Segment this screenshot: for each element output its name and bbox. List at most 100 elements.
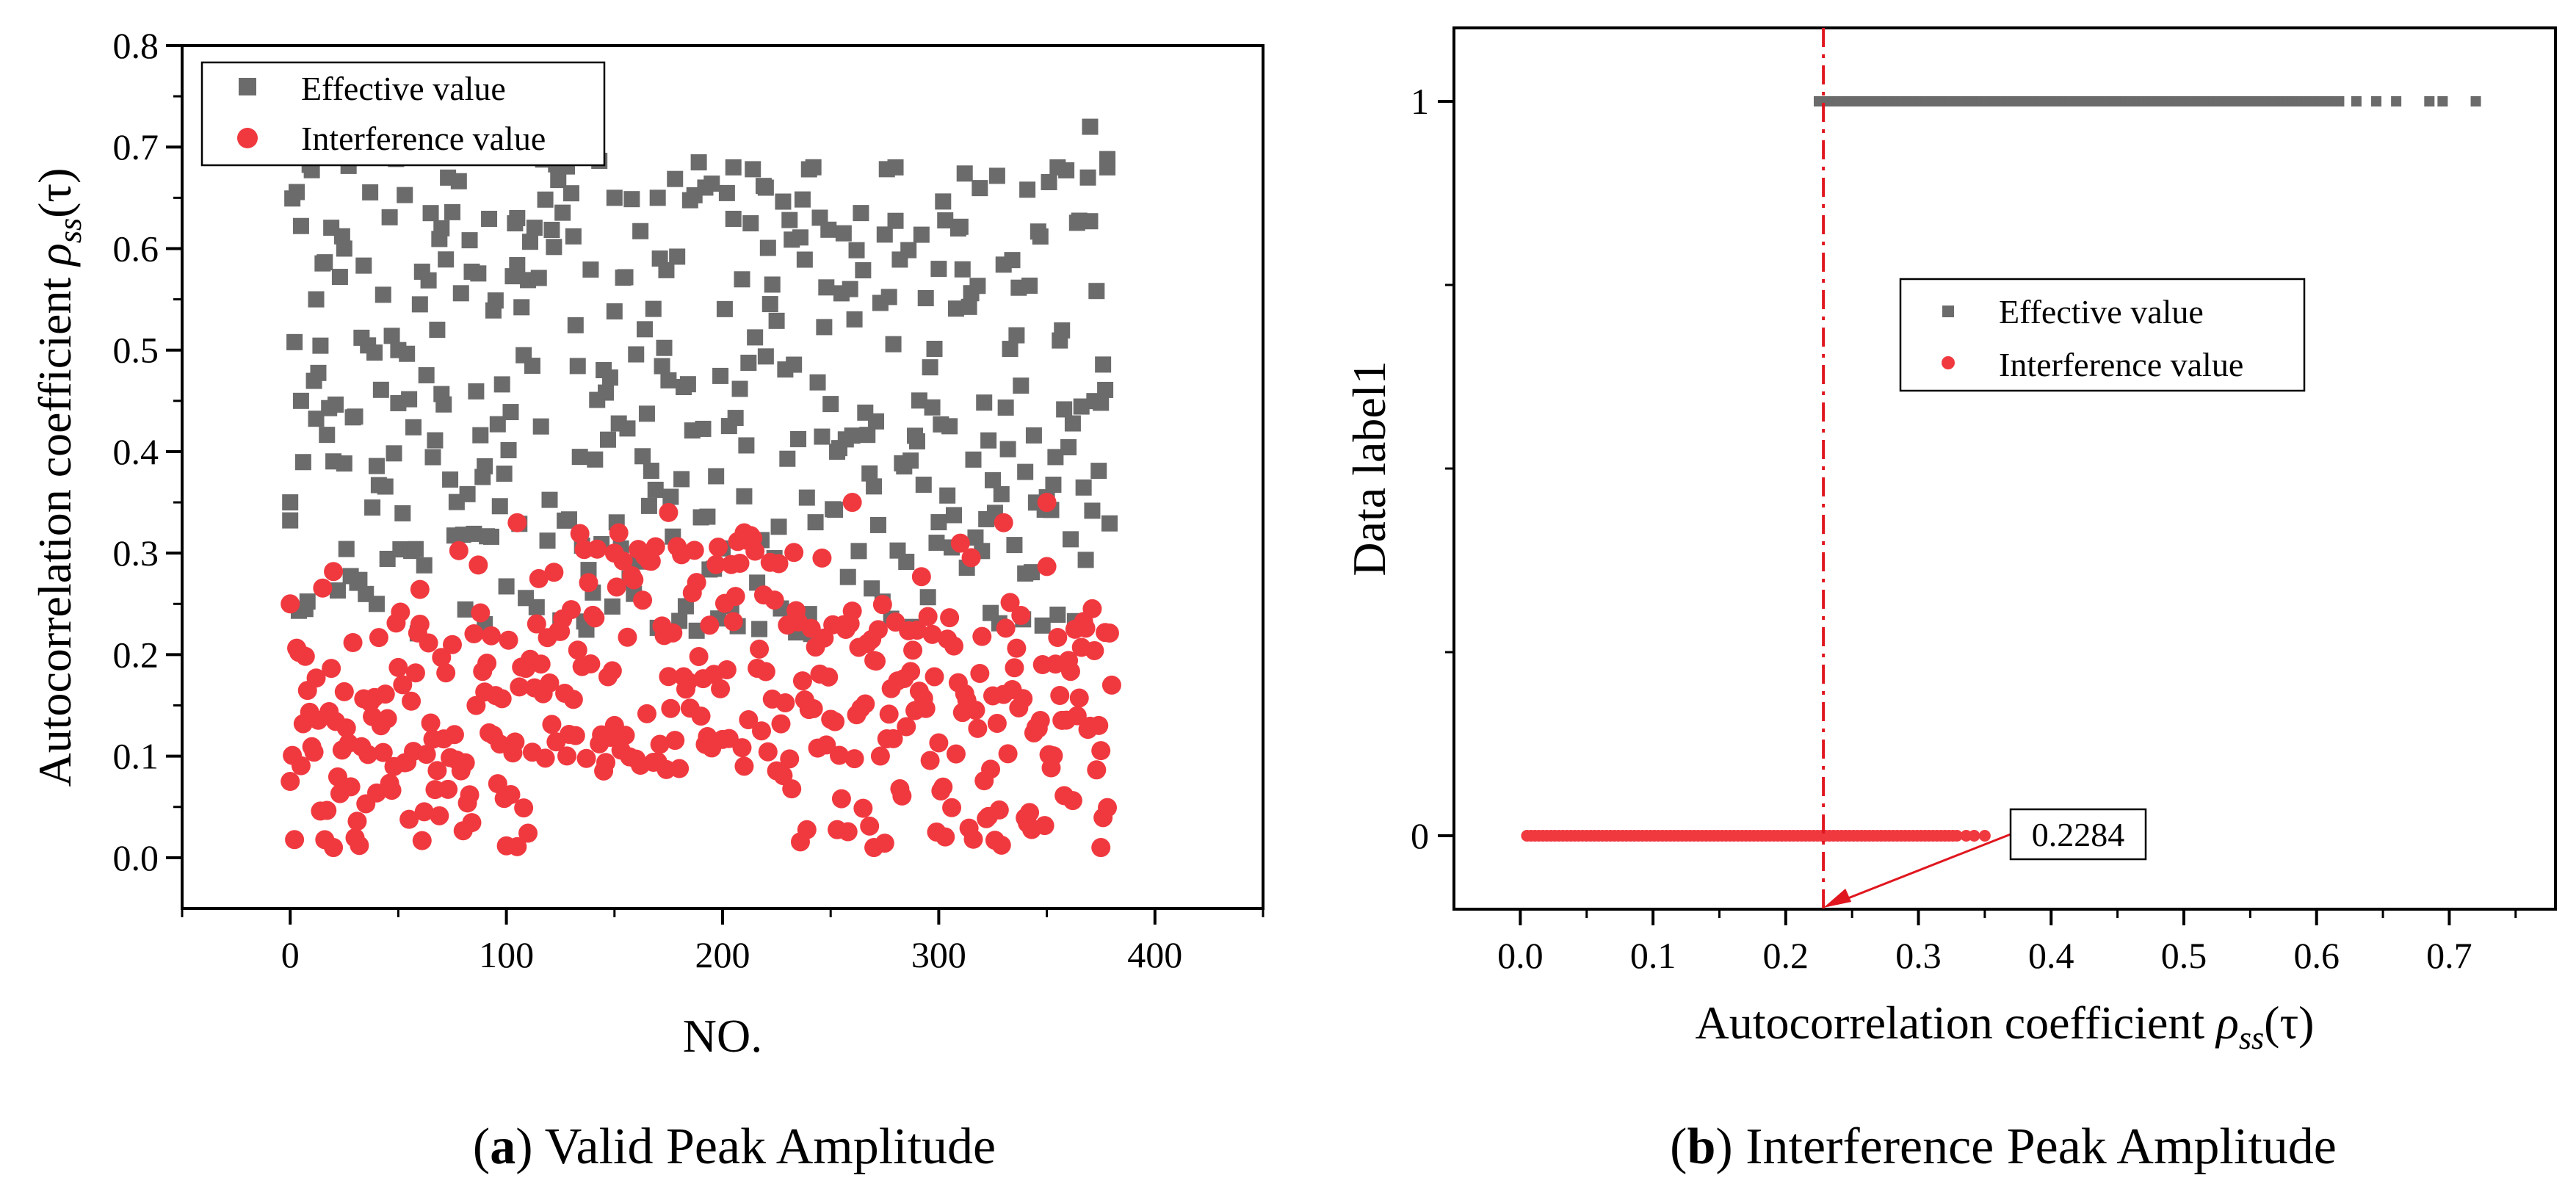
- a-effective-point: [988, 167, 1005, 184]
- a-effective-point: [427, 432, 444, 449]
- b-effective-point: [2424, 96, 2435, 106]
- a-effective-point: [941, 418, 958, 435]
- a-interference-point: [570, 524, 590, 543]
- a-effective-point: [569, 358, 586, 375]
- a-interference-point: [488, 774, 507, 794]
- a-interference-point: [940, 608, 960, 628]
- a-interference-point: [477, 654, 497, 673]
- a-effective-point: [381, 209, 398, 225]
- a-interference-point: [369, 628, 388, 648]
- a-interference-point: [624, 570, 644, 590]
- a-interference-point: [825, 712, 845, 731]
- b-x-tick-label: 0.4: [2028, 935, 2074, 976]
- a-effective-point: [500, 442, 517, 459]
- a-effective-point: [546, 239, 562, 256]
- a-effective-point: [731, 380, 748, 397]
- b-y-axis-title: Data label1: [1343, 361, 1395, 576]
- a-legend-label-interference: Interference value: [301, 120, 546, 157]
- a-effective-point: [917, 289, 934, 306]
- a-effective-point: [457, 601, 474, 618]
- a-effective-point: [1088, 283, 1105, 300]
- a-interference-point: [944, 636, 964, 656]
- a-effective-point: [418, 366, 435, 383]
- a-effective-point: [435, 396, 452, 413]
- a-effective-point: [1004, 252, 1021, 269]
- a-interference-point: [499, 630, 518, 650]
- a-interference-point: [462, 813, 482, 833]
- a-interference-point: [444, 725, 464, 745]
- a-effective-point: [282, 512, 299, 529]
- a-interference-point: [468, 555, 488, 575]
- a-interference-point: [464, 624, 484, 644]
- a-interference-point: [717, 660, 737, 680]
- a-effective-point: [1054, 322, 1071, 339]
- a-interference-point: [281, 772, 300, 792]
- a-effective-point: [521, 234, 538, 250]
- a-y-tick-label: 0.5: [113, 330, 159, 371]
- a-effective-point: [368, 596, 385, 612]
- a-y-tick-label: 0.8: [113, 25, 159, 66]
- a-interference-point: [691, 706, 711, 726]
- a-interference-point: [819, 667, 839, 687]
- a-interference-point: [864, 838, 884, 858]
- a-interference-point: [968, 718, 988, 738]
- a-interference-point: [507, 513, 527, 532]
- a-effective-point: [498, 578, 515, 595]
- a-interference-point: [665, 731, 685, 751]
- a-effective-point: [885, 336, 902, 353]
- a-effective-point: [543, 221, 560, 238]
- a-effective-point: [368, 458, 385, 474]
- a-effective-point: [362, 184, 379, 200]
- a-effective-point: [969, 278, 986, 294]
- a-effective-point: [606, 189, 623, 206]
- a-interference-point: [421, 713, 441, 733]
- panel-b-interference-peak-amplitude: 0.0 0.1 0.2 0.3 0.4 0.5 0.6 0.7 01 0.2284 Effec…: [1343, 26, 2557, 1175]
- a-interference-point: [903, 640, 923, 660]
- a-effective-point: [420, 272, 437, 289]
- a-effective-point: [1077, 552, 1094, 568]
- a-interference-point: [324, 838, 344, 858]
- a-interference-point: [961, 548, 981, 568]
- a-series-effective: [282, 118, 1118, 643]
- a-interference-point: [306, 668, 326, 688]
- a-interference-point: [838, 822, 858, 842]
- a-interference-point: [443, 635, 462, 654]
- a-effective-point: [565, 228, 582, 245]
- a-effective-point: [1013, 377, 1030, 394]
- a-interference-point: [410, 579, 430, 599]
- a-interference-point: [1037, 557, 1057, 576]
- a-interference-point: [615, 726, 635, 745]
- a-effective-point: [1073, 398, 1090, 415]
- a-effective-point: [407, 541, 424, 557]
- a-interference-point: [557, 746, 577, 766]
- a-interference-point: [377, 709, 397, 729]
- a-effective-point: [954, 261, 971, 278]
- a-interference-point: [1048, 628, 1068, 648]
- a-interference-point: [872, 595, 892, 615]
- a-effective-point: [939, 487, 956, 504]
- a-interference-point: [663, 623, 683, 643]
- a-interference-point: [972, 626, 992, 646]
- a-effective-point: [930, 514, 947, 531]
- a-interference-point: [1082, 599, 1102, 618]
- a-interference-point: [579, 573, 598, 593]
- a-effective-point: [530, 270, 547, 286]
- a-interference-point: [929, 733, 949, 753]
- a-interference-point: [350, 836, 369, 856]
- a-effective-point: [537, 191, 554, 208]
- a-effective-point: [397, 187, 413, 203]
- a-effective-point: [560, 511, 577, 528]
- a-legend-label-effective: Effective value: [301, 70, 506, 107]
- a-effective-point: [450, 173, 467, 189]
- a-effective-point: [725, 210, 742, 227]
- a-interference-point: [609, 523, 629, 543]
- a-effective-point: [502, 404, 519, 421]
- a-effective-point: [444, 203, 460, 220]
- a-interference-point: [1005, 658, 1024, 678]
- a-effective-point: [667, 170, 684, 187]
- a-interference-point: [936, 827, 955, 847]
- a-effective-point: [632, 223, 649, 239]
- a-effective-point: [679, 376, 696, 393]
- a-effective-point: [827, 502, 844, 518]
- b-legend: Effective value Interference value: [1899, 278, 2306, 392]
